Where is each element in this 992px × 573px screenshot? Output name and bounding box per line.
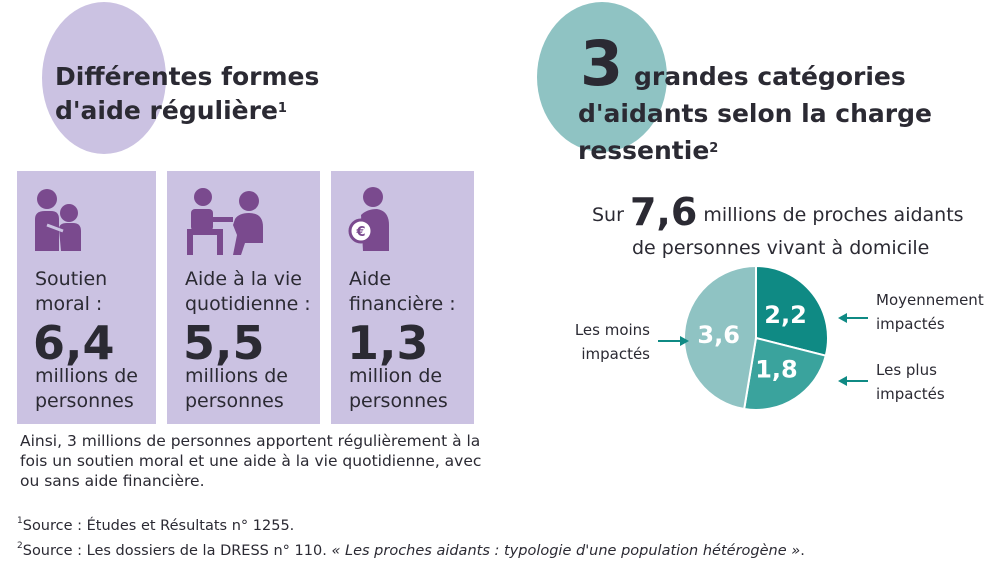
arrow-most-icon [838, 376, 868, 386]
total-value: 7,6 [629, 190, 698, 234]
card-financial-help: € Aide financière : 1,3 million de personn… [331, 171, 474, 424]
person-comforting-icon [35, 189, 81, 251]
card-1-label: Soutien moral : [35, 268, 108, 315]
card-3-value: 1,3 [347, 316, 429, 370]
card-2-value: 5,5 [183, 316, 265, 370]
right-title-note: 2 [709, 141, 719, 156]
source-2: 2Source : Les dossiers de la DRESS n° 11… [17, 541, 805, 559]
left-title-text: Différentes formes d'aide régulière [55, 62, 320, 125]
left-title-note: 1 [277, 101, 287, 116]
right-big-number: 3 [580, 27, 624, 100]
label-moderately-impacted: Moyennement impactés [876, 291, 984, 333]
summary-note: Ainsi, 3 millions de personnes apportent… [20, 432, 482, 490]
arrow-least-icon [658, 336, 689, 346]
label-least-impacted: Les moins impactés [574, 321, 650, 363]
pie-slice-label-0: 2,2 [764, 301, 807, 329]
card-daily-help: Aide à la vie quotidienne : 5,5 millions … [167, 171, 320, 424]
card-1-value: 6,4 [33, 316, 115, 370]
pie-slice-label-2: 3,6 [697, 321, 740, 349]
right-title: grandes catégories d'aidants selon la ch… [578, 58, 958, 169]
pie-slice-0 [755, 264, 829, 357]
right-title-text: grandes catégories d'aidants selon la ch… [578, 62, 932, 165]
card-2-unit: millions de personnes [185, 365, 288, 412]
pie-slice-2 [683, 264, 757, 411]
arrow-moderate-icon [838, 313, 868, 323]
decorative-circle-left [42, 2, 166, 154]
pie-subtitle-line1: Sur 7,6 millions de proches aidants [592, 190, 964, 234]
label-most-impacted: Les plus impactés [876, 361, 945, 403]
card-1-unit: millions de personnes [35, 365, 138, 412]
card-2-label: Aide à la vie quotidienne : [185, 268, 311, 315]
pie-subtitle-line2: de personnes vivant à domicile [632, 237, 930, 259]
card-moral-support: Soutien moral : 6,4 millions de personnes [17, 171, 156, 424]
pie-slice-label-1: 1,8 [755, 355, 798, 383]
left-title: Différentes formes d'aide régulière1 [55, 60, 355, 128]
source-1: 1Source : Études et Résultats n° 1255. [17, 516, 295, 534]
pie-chart: 2,2 1,8 3,6 [683, 264, 829, 411]
money-bag-icon: € [348, 187, 389, 251]
card-3-unit: million de personnes [349, 365, 448, 412]
card-3-label: Aide financière : [349, 268, 456, 315]
svg-text:€: € [355, 225, 365, 240]
decorative-circle-right [537, 2, 667, 152]
pie-slice-1 [742, 336, 828, 411]
daily-help-icon [187, 188, 263, 255]
